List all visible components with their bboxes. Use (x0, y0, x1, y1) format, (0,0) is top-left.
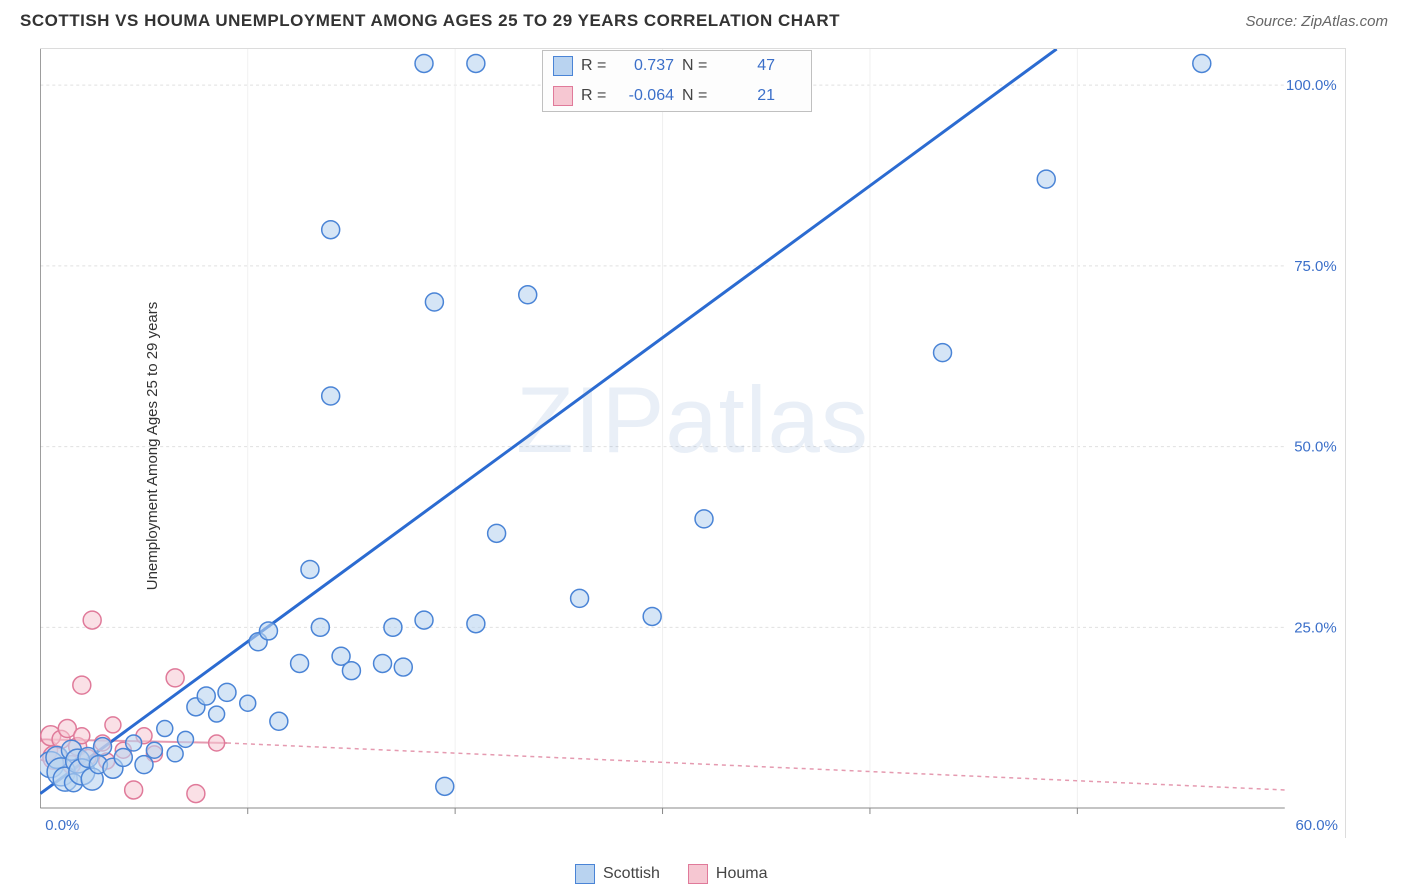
swatch-pink-icon (688, 864, 708, 884)
chart-title: SCOTTISH VS HOUMA UNEMPLOYMENT AMONG AGE… (20, 11, 840, 31)
stats-n-label: N = (682, 57, 712, 75)
swatch-pink-icon (553, 86, 573, 106)
legend-item-houma: Houma (688, 864, 768, 884)
stats-row-houma: R = -0.064 N = 21 (543, 81, 811, 111)
source-label: Source: ZipAtlas.com (1245, 13, 1388, 30)
bottom-legend: Scottish Houma (575, 864, 768, 884)
stats-row-scottish: R = 0.737 N = 47 (543, 51, 811, 81)
stats-r-val-houma: -0.064 (619, 87, 674, 105)
legend-item-scottish: Scottish (575, 864, 660, 884)
swatch-blue-icon (575, 864, 595, 884)
chart-svg: 25.0% 50.0% 75.0% 100.0% 0.0% 60.0% (40, 49, 1345, 838)
svg-text:50.0%: 50.0% (1294, 439, 1336, 456)
svg-text:60.0%: 60.0% (1295, 817, 1337, 834)
svg-text:25.0%: 25.0% (1294, 619, 1336, 636)
title-bar: SCOTTISH VS HOUMA UNEMPLOYMENT AMONG AGE… (0, 0, 1406, 42)
plot-area: 25.0%50.0%75.0%100.0%0.0%60.0% ZIPatlas (40, 48, 1346, 838)
stats-n-val-houma: 21 (720, 87, 775, 105)
stats-r-label: R = (581, 87, 611, 105)
swatch-blue-icon (553, 56, 573, 76)
stats-box: R = 0.737 N = 47 R = -0.064 N = 21 (542, 50, 812, 112)
svg-text:100.0%: 100.0% (1286, 77, 1337, 94)
stats-n-val-scottish: 47 (720, 57, 775, 75)
legend-label-scottish: Scottish (603, 865, 660, 883)
stats-r-label: R = (581, 57, 611, 75)
svg-text:75.0%: 75.0% (1294, 258, 1336, 275)
legend-label-houma: Houma (716, 865, 768, 883)
svg-text:0.0%: 0.0% (45, 817, 79, 834)
stats-n-label: N = (682, 87, 712, 105)
stats-r-val-scottish: 0.737 (619, 57, 674, 75)
